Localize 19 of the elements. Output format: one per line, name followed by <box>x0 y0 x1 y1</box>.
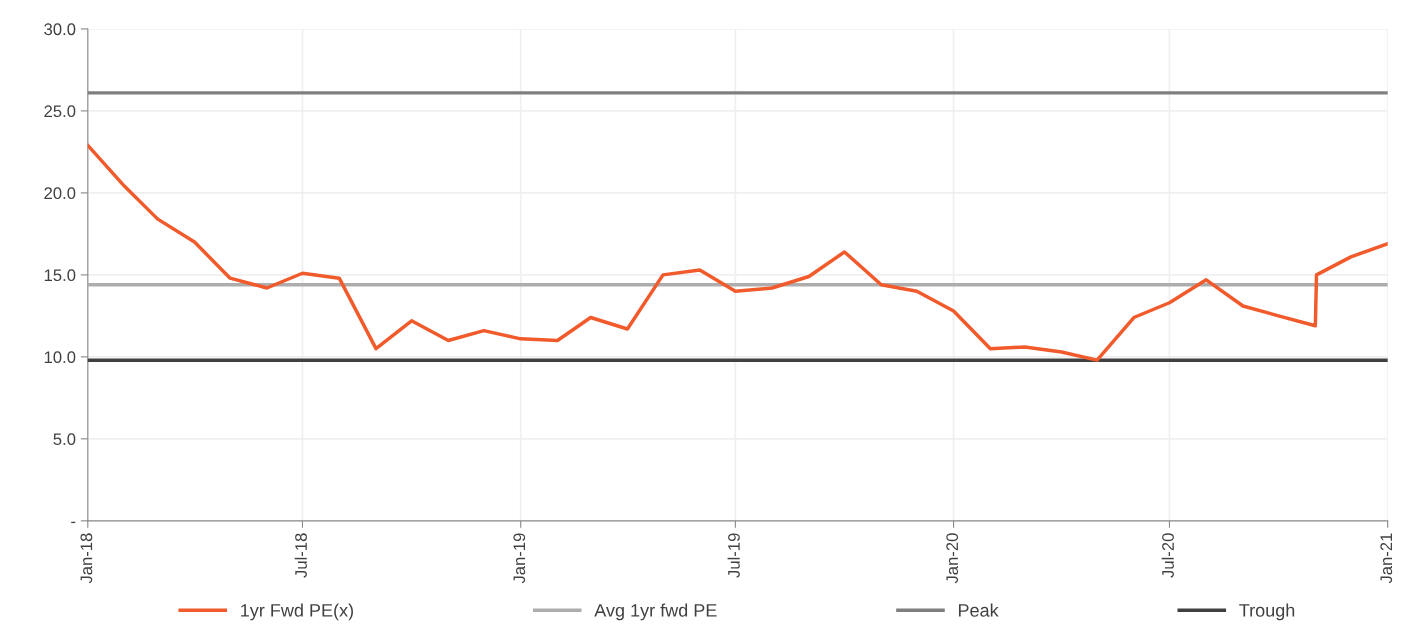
y-tick-label: 20.0 <box>44 187 76 200</box>
y-tick-label: 5.0 <box>53 433 76 446</box>
y-tick-label: 15.0 <box>44 269 76 282</box>
legend-label: 1yr Fwd PE(x) <box>241 603 353 621</box>
y-tick-label: 10.0 <box>44 351 76 364</box>
legend-label: Peak <box>958 603 999 617</box>
x-tick-label: Jan-18 <box>80 533 93 584</box>
line-series <box>87 143 1388 362</box>
x-tick-label: Jul-18 <box>294 533 307 578</box>
y-tick-label: 25.0 <box>44 105 76 118</box>
legend-label: Trough <box>1239 603 1295 621</box>
y-tick-label: - <box>71 521 76 524</box>
y-tick-label: 30.0 <box>44 23 76 36</box>
x-tick-label: Jul-19 <box>727 533 740 578</box>
x-tick-label: Jan-19 <box>513 533 526 584</box>
x-tick-label: Jul-20 <box>1161 533 1174 578</box>
x-tick-label: Jan-20 <box>946 533 959 584</box>
legend-label: Avg 1yr fwd PE <box>594 603 717 621</box>
x-tick-label: Jan-21 <box>1380 533 1393 584</box>
